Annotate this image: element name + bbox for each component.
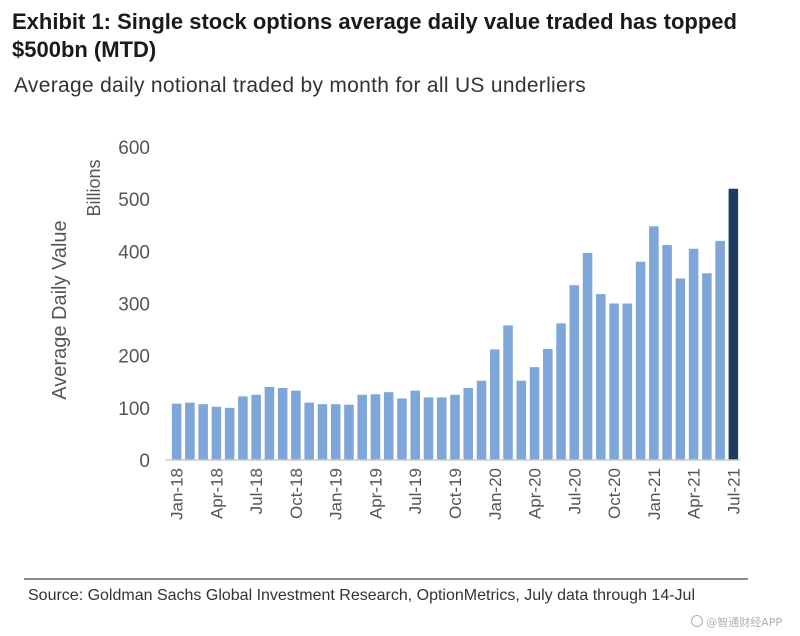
x-tick-label: Oct-19 — [446, 468, 465, 519]
x-tick-label: Jan-20 — [486, 468, 505, 520]
bar — [383, 392, 394, 460]
y-tick-label: 500 — [118, 190, 150, 211]
bar — [569, 285, 580, 460]
bar — [450, 394, 460, 460]
bar — [609, 303, 619, 460]
x-tick-label: Jul-20 — [565, 468, 584, 514]
y-tick-label: 300 — [118, 295, 150, 316]
bar — [251, 394, 261, 460]
bar — [503, 325, 513, 460]
bar — [224, 407, 235, 460]
bar — [357, 394, 367, 460]
bar — [649, 226, 659, 460]
y-tick-label: 400 — [118, 242, 150, 263]
bar — [264, 386, 275, 460]
bar — [317, 404, 328, 460]
x-tick-label: Jan-18 — [168, 468, 187, 520]
bar — [410, 390, 420, 460]
bar — [397, 398, 407, 460]
chart-subtitle: Average daily notional traded by month f… — [14, 74, 587, 97]
bar — [277, 388, 288, 460]
bar — [556, 323, 566, 460]
bar — [185, 402, 195, 460]
bar — [702, 273, 712, 460]
x-tick-label: Apr-20 — [526, 468, 545, 519]
source-divider — [24, 578, 748, 580]
bar — [370, 394, 381, 460]
y-tick-label: 0 — [139, 451, 150, 472]
bar — [715, 240, 725, 460]
x-tick-label: Jan-19 — [327, 468, 346, 520]
bar — [198, 404, 208, 460]
bar — [529, 367, 540, 460]
x-tick-label: Jul-19 — [406, 468, 425, 514]
bar — [211, 406, 222, 460]
y-tick-label: 600 — [118, 138, 150, 159]
bar — [675, 278, 686, 460]
bar — [291, 390, 301, 460]
bar — [543, 348, 553, 460]
bar — [582, 252, 593, 460]
y-tick-label: 100 — [118, 399, 150, 420]
bar — [688, 248, 699, 460]
bar — [635, 261, 646, 460]
watermark-logo-icon — [691, 615, 704, 627]
bar — [728, 188, 739, 461]
x-tick-label: Oct-20 — [605, 468, 624, 519]
x-tick-label: Apr-21 — [685, 468, 704, 519]
x-tick-label: Oct-18 — [287, 468, 306, 519]
y-axis-unit-label: Billions — [84, 159, 104, 216]
y-tick-label: 200 — [118, 347, 150, 368]
watermark: @智通财经APP — [691, 614, 782, 630]
bar — [463, 388, 474, 460]
x-tick-label: Jul-21 — [724, 468, 743, 514]
bar — [490, 349, 500, 460]
x-tick-label: Apr-19 — [366, 468, 385, 519]
bar — [304, 402, 314, 460]
bar — [622, 303, 633, 460]
bar — [330, 404, 341, 460]
bar — [344, 404, 354, 460]
bar — [171, 403, 182, 460]
bar-chart: Average Daily Value Billions 0 100 200 300 40… — [49, 138, 743, 520]
bar — [516, 380, 527, 460]
x-tick-label: Jan-21 — [645, 468, 664, 520]
bar — [662, 245, 672, 460]
bar — [423, 397, 434, 460]
y-axis-label: Average Daily Value — [49, 220, 71, 399]
bar — [238, 396, 248, 460]
x-tick-label: Apr-18 — [207, 468, 226, 519]
bar — [436, 397, 447, 460]
bar — [476, 380, 487, 460]
x-tick-label: Jul-18 — [247, 468, 266, 514]
bar — [596, 294, 606, 460]
chart-title: Exhibit 1: Single stock options average … — [12, 9, 737, 62]
source-note: Source: Goldman Sachs Global Investment … — [28, 587, 695, 604]
watermark-text: @智通财经APP — [706, 616, 782, 629]
